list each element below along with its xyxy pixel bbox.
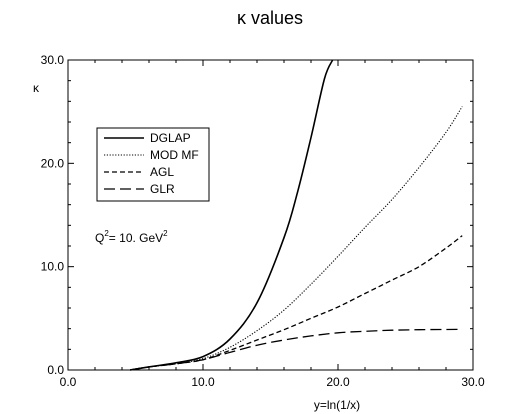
x-tick-label: 10.0: [191, 375, 215, 389]
legend-frame: [96, 127, 210, 202]
series-line-agl: [129, 235, 463, 371]
y-tick-label: 20.0: [41, 156, 65, 170]
y-axis-label: κ: [33, 81, 40, 95]
x-tick-label: 20.0: [326, 375, 350, 389]
y-tick-label: 10.0: [41, 260, 65, 274]
x-tick-label: 0.0: [60, 375, 77, 389]
legend-label: DGLAP: [150, 131, 191, 145]
legend-label: MOD MF: [150, 148, 199, 162]
legend: DGLAP MOD MF AGL GLR: [96, 127, 210, 202]
chart-title: κ values: [237, 8, 303, 28]
axis-ticks: 0.0 10.0 20.0 30.0 0.0 10.0 20.0 30.0: [41, 53, 485, 389]
y-tick-label: 0.0: [47, 363, 64, 377]
plot-frame: [67, 59, 474, 371]
q2-annotation: Q2= 10. GeV2: [95, 229, 168, 245]
legend-label: GLR: [150, 182, 175, 196]
series-line-dglap: [129, 59, 334, 371]
series-line-glr: [129, 328, 463, 371]
x-tick-label: 30.0: [461, 375, 485, 389]
data-series: [129, 59, 463, 371]
legend-label: AGL: [150, 165, 174, 179]
x-axis-label: y=ln(1/x): [314, 398, 360, 412]
y-tick-label: 30.0: [41, 53, 65, 67]
